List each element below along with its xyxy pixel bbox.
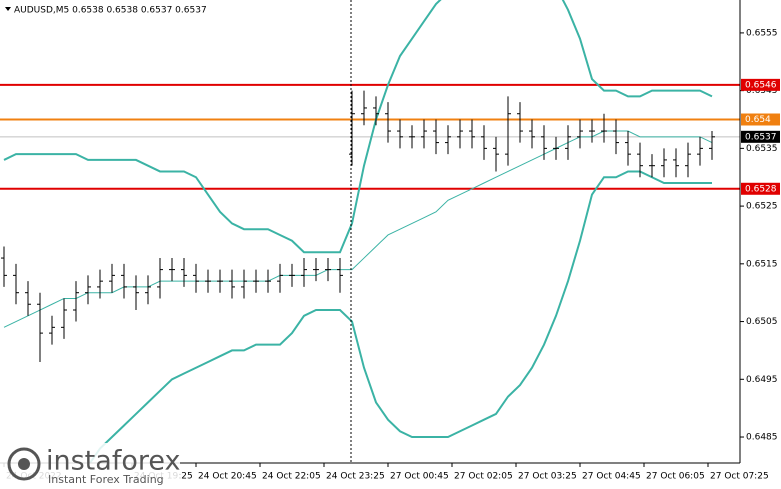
ohlc-bar — [409, 125, 415, 149]
y-tick-label: 0.6525 — [746, 202, 778, 212]
ohlc-bar — [469, 119, 475, 149]
logo-dot — [18, 458, 30, 470]
x-tick-label: 27 Oct 06:05 — [646, 472, 705, 482]
ohlc-bar — [37, 292, 43, 362]
ohlc-bar — [697, 136, 703, 166]
ohlc-bar — [709, 131, 715, 160]
ohlc-bar — [337, 258, 343, 293]
ohlc-bar — [145, 275, 151, 305]
ohlc-bar — [301, 258, 307, 287]
ohlc-bar — [313, 258, 319, 282]
x-tick-label: 24 Oct 22:05 — [262, 472, 321, 482]
band-line — [3, 0, 713, 254]
ohlc-bar — [589, 119, 595, 143]
ohlc-bar — [445, 125, 451, 155]
level-label-bg — [741, 78, 780, 91]
ohlc-bar — [373, 96, 379, 126]
level-label: 0.6546 — [745, 80, 777, 90]
plot-area — [0, 0, 740, 463]
y-tick-label: 0.6495 — [746, 375, 778, 385]
ohlc-bar — [433, 119, 439, 155]
ohlc-bar — [685, 142, 691, 178]
x-tick-label: 27 Oct 00:45 — [390, 472, 449, 482]
ohlc-bar — [637, 142, 643, 178]
y-tick-label: 0.6555 — [746, 28, 778, 38]
logo-ring — [7, 447, 41, 481]
ohlc-bar — [229, 269, 235, 299]
x-tick-label: 27 Oct 07:25 — [710, 472, 769, 482]
ohlc-bar — [217, 269, 223, 293]
ohlc-bar — [385, 102, 391, 143]
band-line — [88, 170, 712, 463]
ohlc-bar — [673, 148, 679, 178]
band-line — [3, 130, 713, 328]
ohlc-bar — [181, 258, 187, 287]
ohlc-bar — [157, 258, 163, 299]
level-label-bg — [741, 113, 780, 126]
watermark: instaforex Instant Forex Trading — [0, 443, 180, 489]
ohlc-bar — [577, 119, 583, 149]
level-label: 0.654 — [745, 115, 771, 125]
ohlc-bar — [565, 125, 571, 160]
ohlc-bar — [277, 263, 283, 293]
x-tick-label: 27 Oct 03:25 — [518, 472, 577, 482]
y-tick-label: 0.6515 — [746, 259, 778, 269]
y-tick-label: 0.6505 — [746, 317, 778, 327]
ohlc-bar — [457, 119, 463, 149]
ohlc-bar — [361, 90, 367, 126]
ohlc-bar — [349, 90, 355, 166]
ohlc-bar — [541, 125, 547, 160]
ohlc-bar — [505, 96, 511, 166]
watermark-brand: instaforex — [46, 446, 180, 477]
x-tick-label: 27 Oct 04:45 — [582, 472, 641, 482]
ohlc-bar — [493, 136, 499, 172]
watermark-tagline: Instant Forex Trading — [48, 473, 164, 486]
ohlc-bar — [421, 119, 427, 149]
y-tick-label: 0.6545 — [746, 86, 778, 96]
ohlc-bar — [49, 315, 55, 345]
ohlc-bar — [613, 119, 619, 155]
ohlc-bar — [325, 258, 331, 282]
last-price-bg — [741, 130, 780, 143]
ohlc-bar — [553, 136, 559, 160]
ohlc-bar — [13, 263, 19, 305]
x-tick-label: 24 Oct 23:25 — [326, 472, 385, 482]
ohlc-bar — [625, 131, 631, 166]
ohlc-bar — [1, 246, 7, 287]
ohlc-bar — [169, 258, 175, 282]
x-tick-label: 24 Oct 20:45 — [198, 472, 257, 482]
level-label: 0.6528 — [745, 184, 777, 194]
ohlc-bar — [661, 148, 667, 178]
ohlc-bar — [193, 263, 199, 293]
ohlc-bar — [529, 119, 535, 149]
ohlc-bar — [289, 263, 295, 287]
ohlc-bar — [481, 125, 487, 160]
ohlc-bar — [61, 298, 67, 339]
x-tick-label: 27 Oct 02:05 — [454, 472, 513, 482]
y-tick-label: 0.6485 — [746, 433, 778, 443]
ohlc-bar — [205, 269, 211, 293]
ohlc-bar — [241, 269, 247, 299]
ohlc-bar — [85, 275, 91, 305]
menu-arrow — [5, 7, 11, 11]
ohlc-bar — [73, 281, 79, 322]
last-price-label: 0.6537 — [745, 132, 777, 142]
ohlc-bar — [25, 281, 31, 316]
ohlc-bar — [253, 269, 259, 293]
ohlc-bar — [97, 269, 103, 299]
level-label-bg — [741, 182, 780, 195]
ohlc-bar — [133, 275, 139, 311]
chart-title: AUDUSD,M5 0.6538 0.6538 0.6537 0.6537 — [14, 6, 207, 16]
ohlc-bar — [109, 263, 115, 293]
ohlc-bar — [601, 113, 607, 143]
y-tick-label: 0.6535 — [746, 144, 778, 154]
ohlc-bar — [649, 154, 655, 178]
ohlc-bar — [397, 119, 403, 149]
ohlc-bar — [121, 263, 127, 299]
ohlc-bar — [517, 102, 523, 143]
ohlc-bar — [265, 269, 271, 293]
